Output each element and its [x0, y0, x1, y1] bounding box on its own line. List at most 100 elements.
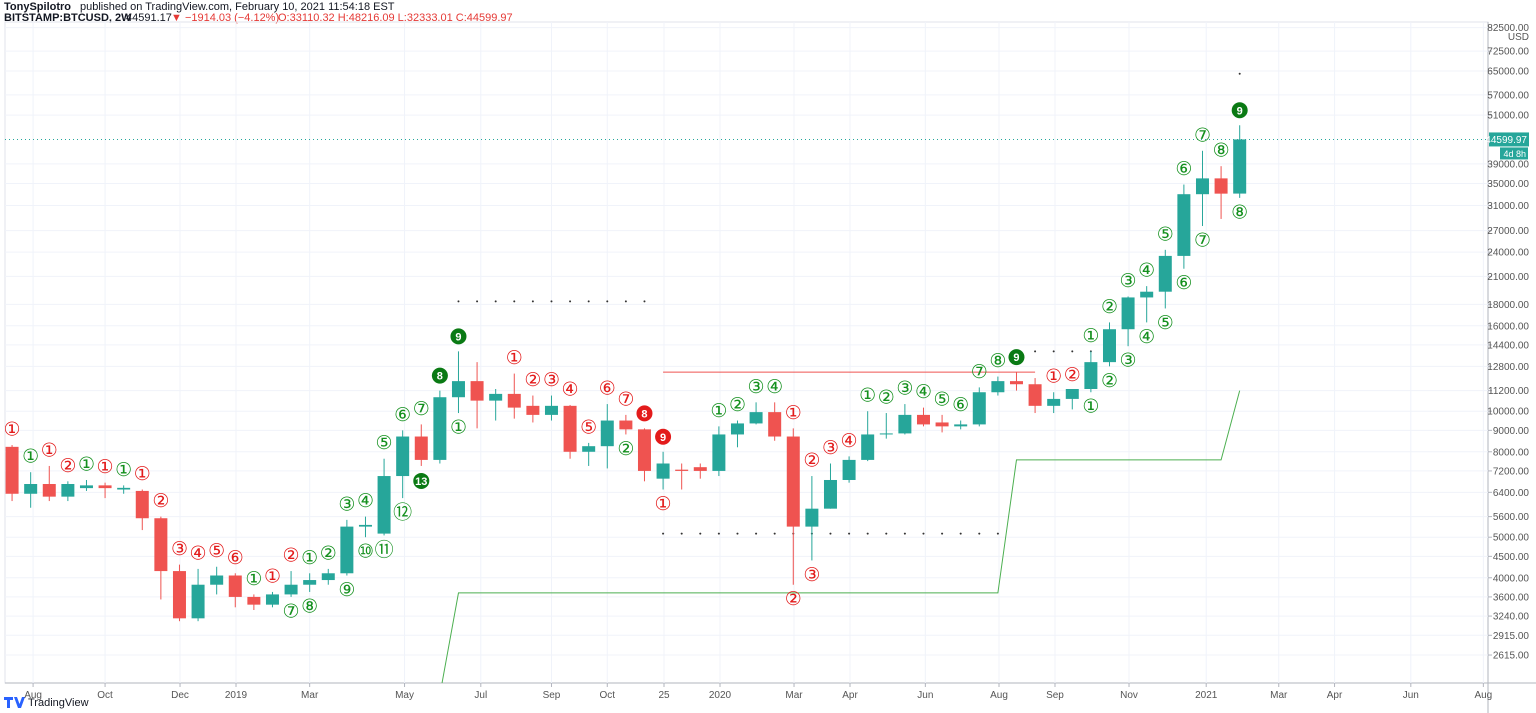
- candle: [1047, 392, 1061, 414]
- candle: [1195, 150, 1209, 227]
- candle-body: [637, 429, 651, 471]
- annotation: ②: [59, 455, 76, 477]
- candle: [675, 463, 689, 490]
- candle: [749, 402, 763, 425]
- candle: [61, 481, 75, 502]
- support-line: [441, 390, 1241, 683]
- candle-body: [24, 484, 38, 494]
- candle-body: [210, 575, 224, 585]
- annotation: 13: [415, 476, 427, 488]
- x-tick-label: Dec: [171, 690, 189, 701]
- y-tick-label: 16000.00: [1487, 321, 1529, 332]
- annotation: ⑥: [1175, 158, 1192, 180]
- candle: [619, 414, 633, 435]
- candle: [1121, 296, 1135, 347]
- y-tick-label: 10000.00: [1487, 407, 1529, 418]
- x-tick-label: Mar: [301, 690, 319, 701]
- candle-body: [805, 508, 819, 527]
- annotation: ①: [301, 547, 318, 569]
- x-tick-label: Mar: [1270, 690, 1288, 701]
- annotation: ②: [1101, 296, 1118, 318]
- candle-body: [79, 485, 93, 489]
- y-tick-label: 24000.00: [1487, 248, 1529, 259]
- candle-body: [414, 436, 428, 460]
- annotation-badge: [413, 472, 430, 489]
- level-dot: [457, 300, 460, 303]
- annotation: ④: [357, 490, 374, 512]
- candle: [247, 594, 261, 611]
- x-tick-label: Apr: [842, 690, 858, 701]
- level-dot: [624, 300, 627, 303]
- candle-body: [768, 412, 782, 437]
- y-tick-label: 57000.00: [1487, 90, 1529, 101]
- annotation: ⑥: [1175, 272, 1192, 294]
- annotation: ⑧: [1231, 201, 1248, 223]
- footer: TradingView: [4, 697, 89, 709]
- x-tick-label: Jun: [917, 690, 933, 701]
- y-tick-label: 31000.00: [1487, 201, 1529, 212]
- author: TonySpilotro: [4, 1, 71, 13]
- annotation: ①: [859, 385, 876, 407]
- candle-body: [544, 405, 558, 415]
- level-dot: [476, 300, 479, 303]
- candle-body: [656, 463, 670, 479]
- candle: [582, 442, 596, 466]
- candle: [805, 476, 819, 561]
- level-dot: [736, 532, 739, 535]
- candle-body: [284, 584, 298, 595]
- x-tick-label: Jul: [474, 690, 487, 701]
- x-tick-label: 2021: [1195, 690, 1218, 701]
- candle: [321, 568, 335, 585]
- y-tick-label: 9000.00: [1493, 426, 1530, 437]
- annotation: ①: [78, 453, 95, 475]
- candle-body: [898, 414, 912, 434]
- y-tick-label: 82500.00: [1487, 23, 1529, 34]
- annotation: ⑧: [989, 350, 1006, 372]
- countdown-box: [1500, 147, 1528, 160]
- candle-body: [1009, 381, 1023, 385]
- level-dot: [569, 300, 572, 303]
- y-tick-label: 5000.00: [1493, 533, 1530, 544]
- candle-body: [433, 397, 447, 460]
- level-dot: [662, 532, 665, 535]
- annotation: ⑥: [227, 547, 244, 569]
- candle: [433, 390, 447, 464]
- annotation: ⑦: [971, 361, 988, 383]
- annotation: ③: [1120, 350, 1137, 372]
- annotation: ②: [524, 369, 541, 391]
- candle-body: [1195, 178, 1209, 195]
- candle-body: [916, 414, 930, 425]
- annotation: ③: [543, 369, 560, 391]
- candle: [414, 424, 428, 466]
- annotation: ⑦: [1194, 230, 1211, 252]
- candle: [563, 404, 577, 459]
- candle: [117, 485, 131, 494]
- y-tick-label: 14400.00: [1487, 340, 1529, 351]
- candle: [693, 463, 707, 479]
- annotation: ⑥: [394, 404, 411, 426]
- price-label: 44599.97: [1485, 135, 1527, 146]
- candle-body: [5, 446, 19, 494]
- annotation: ②: [152, 490, 169, 512]
- annotation: ①: [1082, 325, 1099, 347]
- annotation: ①: [710, 400, 727, 422]
- candle: [489, 388, 503, 421]
- candle: [42, 465, 56, 502]
- level-dot: [755, 532, 758, 535]
- candle-body: [358, 524, 372, 527]
- candle-body: [42, 484, 56, 497]
- candle: [954, 420, 968, 430]
- candle-body: [749, 412, 763, 424]
- level-dot: [866, 532, 869, 535]
- level-dot: [978, 532, 981, 535]
- annotation: ⑤: [1157, 312, 1174, 334]
- annotation: ⑤: [580, 416, 597, 438]
- y-tick-label: 2915.00: [1493, 631, 1530, 642]
- level-dot: [1238, 72, 1241, 75]
- ohlc: O:33110.32 H:48216.09 L:32333.01 C:44599…: [278, 12, 513, 24]
- x-tick-label: Nov: [1120, 690, 1138, 701]
- candle-body: [935, 422, 949, 427]
- candle: [1102, 322, 1116, 367]
- annotation: 8: [641, 408, 647, 420]
- candle-body: [265, 594, 279, 605]
